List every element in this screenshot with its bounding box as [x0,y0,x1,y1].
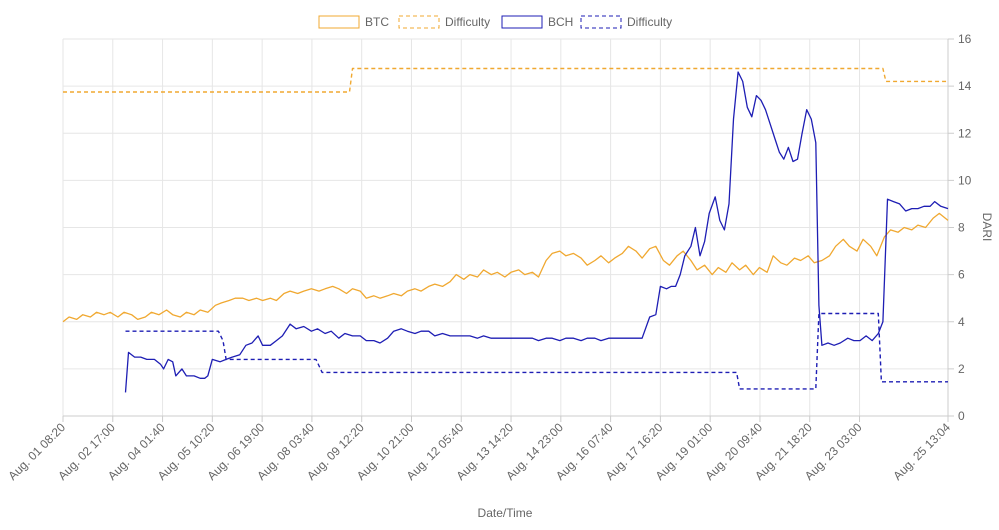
legend-label: BTC [365,15,389,29]
y-tick-label: 6 [958,268,965,282]
series-line-difficulty-1 [63,67,948,93]
y-tick-label: 12 [958,126,972,140]
y-tick-label: 14 [958,79,972,93]
y-axis-ticks: 0 2 4 6 8 10 12 14 16 [948,32,972,423]
legend-label: Difficulty [627,15,672,29]
legend-swatch [318,15,360,29]
series-line-bch-2 [124,71,949,393]
x-axis-label: Date/Time [478,506,533,520]
legend-label: BCH [548,15,573,29]
x-tick-label: Aug. 25 13:04 [890,420,953,483]
y-tick-label: 10 [958,173,972,187]
series-lines [62,67,949,393]
y-tick-label: 16 [958,32,972,46]
legend[interactable]: BTC Difficulty BCH Difficulty [318,15,672,29]
legend-item-3[interactable]: Difficulty [580,15,672,29]
y-tick-label: 0 [958,409,965,423]
legend-swatch [501,15,543,29]
legend-swatch [580,15,622,29]
series-line-btc-0 [62,212,949,323]
y-tick-label: 8 [958,221,965,235]
series-line-difficulty-3 [125,312,948,390]
grid-lines [62,38,949,417]
legend-item-1[interactable]: Difficulty [398,15,490,29]
legend-item-2[interactable]: BCH [501,15,573,29]
legend-label: Difficulty [445,15,490,29]
legend-item-0[interactable]: BTC [318,15,389,29]
y-tick-label: 4 [958,315,965,329]
y-axis-label: DARI [980,213,994,242]
y-tick-label: 2 [958,362,965,376]
legend-swatch [398,15,440,29]
